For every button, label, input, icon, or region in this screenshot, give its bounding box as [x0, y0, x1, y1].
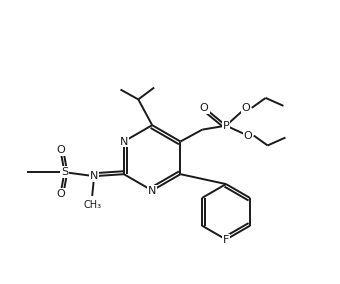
- Text: O: O: [56, 189, 65, 199]
- Text: O: O: [56, 145, 65, 155]
- Text: CH₃: CH₃: [83, 200, 101, 210]
- Text: F: F: [223, 235, 229, 245]
- Text: S: S: [61, 167, 68, 177]
- Text: N: N: [120, 137, 128, 147]
- Text: O: O: [243, 131, 252, 141]
- Text: N: N: [148, 185, 156, 195]
- Text: N: N: [90, 171, 98, 181]
- Text: O: O: [241, 103, 250, 113]
- Text: P: P: [223, 121, 230, 131]
- Text: O: O: [200, 103, 209, 113]
